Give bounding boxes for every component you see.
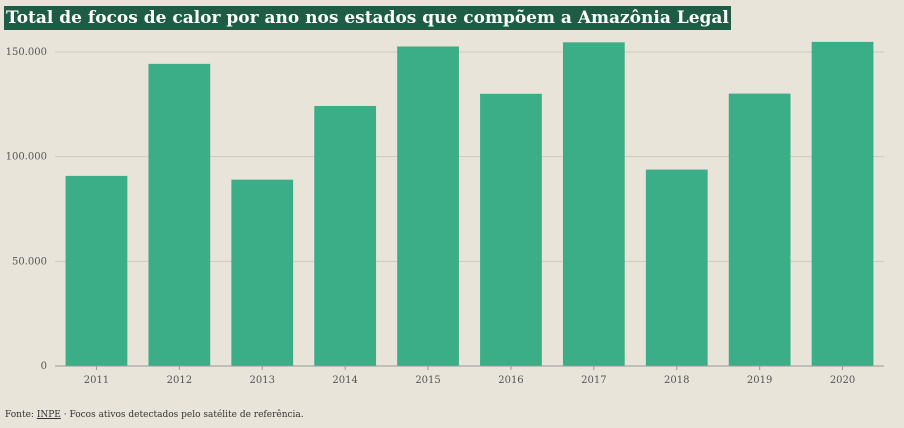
footer-suffix: · Focos ativos detectados pelo satélite … (60, 410, 304, 420)
x-tick-label: 2012 (167, 375, 192, 386)
bar-2018[interactable] (645, 169, 708, 366)
bar-2019[interactable] (728, 93, 791, 367)
x-tick-label: 2017 (581, 375, 606, 386)
bar-2020[interactable] (811, 41, 874, 366)
y-tick-label: 0 (41, 361, 47, 372)
x-tick-label: 2016 (498, 375, 523, 386)
x-tick-label: 2019 (747, 375, 772, 386)
bar-2017[interactable] (562, 42, 625, 367)
x-axis-ticks: 2011 2012 2013 2014 2015 2016 2017 2018 2019 2020 (84, 366, 855, 386)
x-tick-label: 2015 (415, 375, 440, 386)
bar-2015[interactable] (397, 46, 459, 367)
x-tick-label: 2018 (664, 375, 689, 386)
source-link[interactable]: INPE (36, 410, 61, 420)
bar-2012[interactable] (148, 63, 211, 366)
bar-2013[interactable] (231, 179, 294, 366)
bar-2011[interactable] (65, 175, 128, 366)
y-tick-label: 100.000 (6, 152, 47, 163)
x-tick-label: 2011 (84, 375, 109, 386)
y-tick-label: 50.000 (12, 256, 47, 267)
chart-title: Total de focos de calor por ano nos esta… (4, 6, 731, 30)
x-tick-label: 2020 (830, 375, 855, 386)
y-tick-label: 150.000 (6, 47, 47, 58)
bar-2016[interactable] (480, 93, 542, 366)
x-tick-label: 2014 (332, 375, 357, 386)
footer-prefix: Fonte: (5, 410, 37, 420)
bars (65, 41, 874, 367)
bar-2014[interactable] (314, 105, 377, 367)
x-tick-label: 2013 (250, 375, 275, 386)
y-axis-ticks: 0 50.000 100.000 150.000 (6, 47, 47, 372)
source-footer: Fonte: INPE · Focos ativos detectados pe… (5, 410, 304, 420)
